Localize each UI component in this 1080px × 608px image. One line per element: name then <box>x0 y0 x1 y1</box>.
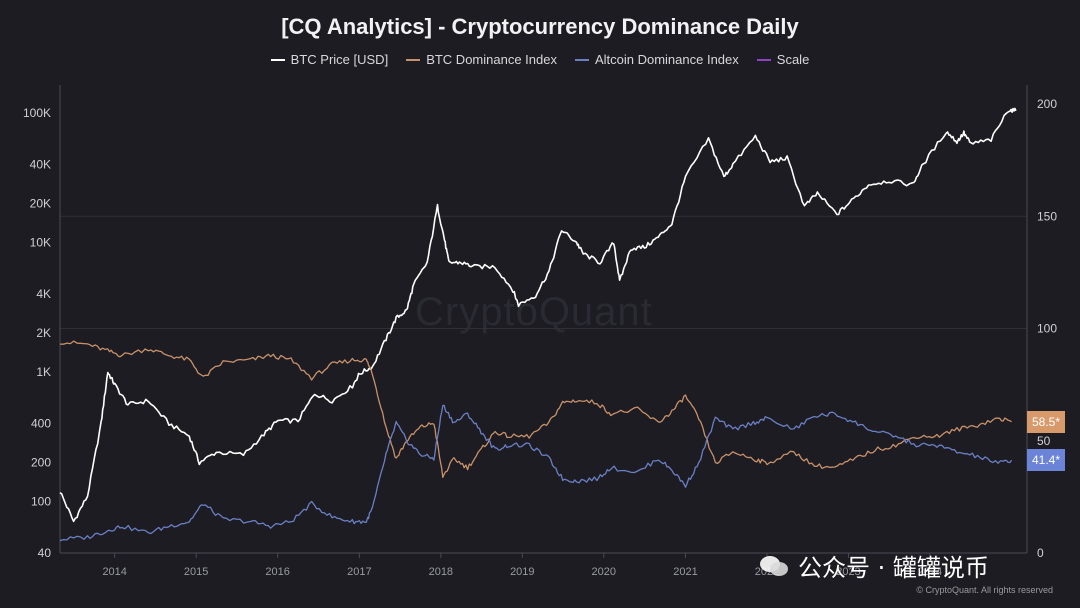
x-tick-label: 2020 <box>592 566 616 578</box>
legend-label-btc-price: BTC Price [USD] <box>290 52 389 67</box>
x-tick-label: 2024 <box>918 566 942 578</box>
legend-item-btc-dominance[interactable]: BTC Dominance Index <box>406 52 557 67</box>
x-tick-label: 2018 <box>429 566 453 578</box>
y-left-tick-label: 100 <box>31 494 51 508</box>
legend-label-scale: Scale <box>776 52 810 67</box>
x-tick-label: 2019 <box>510 566 534 578</box>
y-left-tick-label: 200 <box>31 455 51 469</box>
legend-swatch-btc-dominance <box>406 58 421 61</box>
wechat-account-label: 公众号 · 罐罐说币 <box>798 554 989 582</box>
x-tick-label: 2014 <box>102 566 126 578</box>
y-left-tick-label: 4K <box>36 287 51 301</box>
legend-swatch-altcoin-dominance <box>574 58 589 61</box>
legend-label-btc-dominance: BTC Dominance Index <box>426 52 557 67</box>
altcoin-dominance-index-line <box>59 404 1013 542</box>
btc-dominance-index-line <box>59 340 1012 479</box>
legend-swatch-scale <box>756 58 771 61</box>
x-tick-label: 2015 <box>184 566 208 578</box>
y-left-tick-label: 40K <box>30 158 51 172</box>
x-tick-label: 2023 <box>836 566 860 578</box>
y-left-tick-label: 40 <box>38 546 52 560</box>
y-right-tick-label: 100 <box>1037 322 1057 336</box>
btc-price-usd-line <box>59 107 1017 523</box>
wechat-watermark: 公众号 · 罐罐说币 <box>760 548 989 583</box>
y-right-tick-label: 200 <box>1037 97 1057 111</box>
legend: BTC Price [USD] BTC Dominance Index Altc… <box>0 52 1080 67</box>
y-left-tick-label: 1K <box>36 365 51 379</box>
chart-title: [CQ Analytics] - Cryptocurrency Dominanc… <box>281 14 799 39</box>
altcoin-dominance-value-badge: 41.4* <box>1027 449 1065 471</box>
x-tick-label: 2021 <box>673 566 697 578</box>
legend-item-btc-price[interactable]: BTC Price [USD] <box>270 52 389 67</box>
x-tick-label: 2017 <box>347 566 371 578</box>
y-left-tick-label: 10K <box>30 235 51 249</box>
legend-item-scale[interactable]: Scale <box>756 52 810 67</box>
legend-item-altcoin-dominance[interactable]: Altcoin Dominance Index <box>574 52 739 67</box>
btc-dominance-value-badge: 58.5* <box>1027 411 1065 433</box>
y-right-tick-label: 50 <box>1037 434 1051 448</box>
y-left-tick-label: 400 <box>31 417 51 431</box>
y-left-tick-label: 2K <box>36 326 51 340</box>
cryptoquant-watermark: CryptoQuant <box>415 290 653 334</box>
wechat-icon <box>760 554 790 578</box>
legend-swatch-btc-price <box>270 58 285 61</box>
copyright-notice: © CryptoQuant. All rights reserved <box>916 585 1053 595</box>
y-right-tick-label: 150 <box>1037 209 1057 223</box>
y-left-tick-label: 20K <box>30 197 51 211</box>
legend-label-altcoin-dominance: Altcoin Dominance Index <box>594 52 739 67</box>
y-right-tick-label: 0 <box>1037 546 1044 560</box>
y-left-tick-label: 100K <box>23 106 51 120</box>
x-tick-label: 2016 <box>265 566 289 578</box>
